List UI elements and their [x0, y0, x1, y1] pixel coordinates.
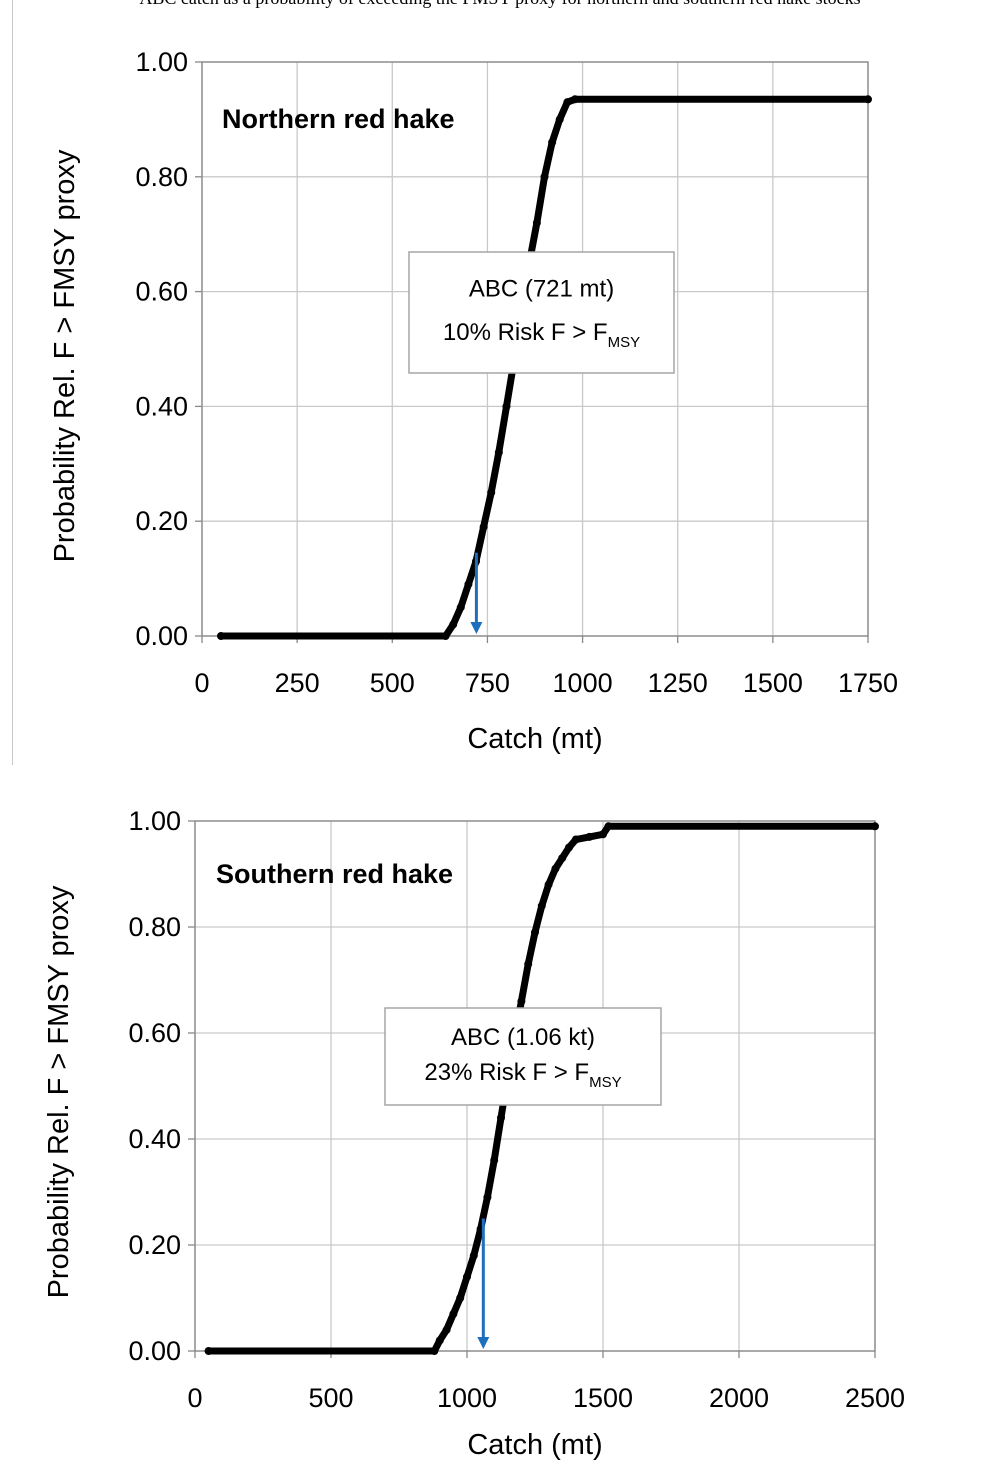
plot-area: [194, 820, 876, 1352]
curve-point: [548, 138, 557, 147]
curve-point: [565, 843, 573, 852]
plot-area: [201, 61, 869, 637]
x-tick-label: 1750: [838, 668, 898, 698]
y-tick-label: 0.80: [128, 912, 181, 942]
annotation-risk-text: 10% Risk F > F: [443, 319, 608, 346]
curve-point: [570, 95, 579, 104]
abc-arrowhead: [477, 1337, 490, 1349]
y-tick-label: 0.40: [128, 1124, 181, 1154]
curve-point: [544, 880, 553, 889]
chart-title: Southern red hake: [216, 859, 453, 889]
curve-point: [558, 854, 567, 863]
x-tick-label: 1500: [573, 1383, 633, 1413]
curve-point: [585, 832, 594, 841]
curve-point: [483, 1193, 492, 1202]
curve-point: [456, 1294, 465, 1302]
curve-point: [599, 830, 607, 839]
curve-point: [571, 835, 580, 844]
curve-point: [864, 95, 872, 104]
panel-border: [12, 0, 13, 765]
curve-point: [456, 603, 465, 612]
curve-point: [430, 1347, 439, 1355]
y-axis-label: Probability Rel. F > FMSY proxy: [43, 885, 75, 1298]
x-tick-label: 1500: [743, 668, 803, 698]
curve-point: [435, 1336, 444, 1345]
curve-point: [479, 522, 488, 531]
y-tick-label: 0.00: [135, 621, 188, 651]
curve-point: [441, 632, 450, 640]
y-tick-label: 0.60: [135, 277, 188, 307]
y-tick-label: 0.20: [135, 506, 188, 536]
y-axis-label: Probability Rel. F > FMSY proxy: [49, 149, 81, 562]
annotation-line-1: ABC (1.06 kt): [451, 1024, 595, 1051]
curve-point: [532, 218, 541, 227]
curve-point: [469, 1251, 478, 1260]
curve-point: [537, 901, 546, 910]
x-tick-label: 1250: [648, 668, 708, 698]
curve-point: [487, 488, 496, 497]
x-tick-label: 500: [370, 668, 415, 698]
curve-point: [563, 98, 572, 107]
y-tick-label: 0.60: [128, 1018, 181, 1048]
y-tick-label: 1.00: [128, 806, 181, 836]
curve-point: [464, 580, 473, 589]
y-tick-label: 0.80: [135, 162, 188, 192]
annotation-subscript: MSY: [608, 334, 641, 351]
y-tick-label: 0.20: [128, 1230, 181, 1260]
y-tick-label: 0.00: [128, 1336, 181, 1366]
curve-point: [497, 1113, 505, 1122]
y-tick-label: 0.40: [135, 391, 188, 421]
curve-point: [490, 1156, 499, 1165]
curve-point: [502, 402, 511, 411]
x-tick-label: 1000: [553, 668, 613, 698]
probability-curve: [217, 95, 872, 640]
annotation-line-2: 10% Risk F > FMSY: [443, 319, 640, 351]
x-tick-label: 2000: [709, 1383, 769, 1413]
curve-point: [463, 1272, 471, 1281]
annotation-line-2: 23% Risk F > FMSY: [424, 1059, 621, 1091]
curve-point: [551, 864, 560, 873]
figure-caption: ABC catch as a probability of exceeding …: [0, 0, 1000, 9]
curve-point: [531, 928, 539, 937]
x-tick-label: 0: [194, 668, 209, 698]
x-axis-label: Catch (mt): [467, 723, 602, 755]
annotation-risk-text: 23% Risk F > F: [424, 1059, 589, 1086]
curve-point: [442, 1325, 451, 1334]
x-axis-label: Catch (mt): [467, 1429, 602, 1461]
curve-point: [449, 620, 458, 629]
chart-southern-red-hake: 0.00 0.20 0.40 0.60 0.80 1.00 0 500 1000 1500 2000…: [43, 806, 905, 1461]
curve-point: [517, 997, 526, 1006]
annotation-subscript: MSY: [589, 1074, 622, 1091]
y-tick-label: 1.00: [135, 47, 188, 77]
x-tick-label: 250: [275, 668, 320, 698]
x-tick-label: 0: [187, 1383, 202, 1413]
curve-point: [449, 1309, 458, 1318]
curve-point: [871, 822, 879, 831]
x-tick-label: 750: [465, 668, 510, 698]
x-tick-label: 500: [308, 1383, 353, 1413]
x-tick-label: 1000: [437, 1383, 497, 1413]
curve-point: [204, 1347, 213, 1355]
abc-arrowhead: [470, 622, 483, 634]
curve-point: [604, 822, 613, 831]
annotation-line-1: ABC (721 mt): [469, 275, 614, 302]
chart-northern-red-hake: 0.00 0.20 0.40 0.60 0.80 1.00 0 250 500 750 1000 12…: [49, 47, 898, 755]
curve-point: [217, 632, 226, 640]
x-tick-label: 2500: [845, 1383, 905, 1413]
abc-annotation: ABC (721 mt) 10% Risk F > FMSY: [408, 251, 675, 374]
curve-point: [540, 172, 549, 181]
curve-point: [555, 115, 564, 124]
curve-point: [494, 448, 503, 457]
curve-point: [524, 960, 533, 969]
chart-title: Northern red hake: [222, 104, 455, 134]
abc-annotation: ABC (1.06 kt) 23% Risk F > FMSY: [384, 1007, 662, 1106]
